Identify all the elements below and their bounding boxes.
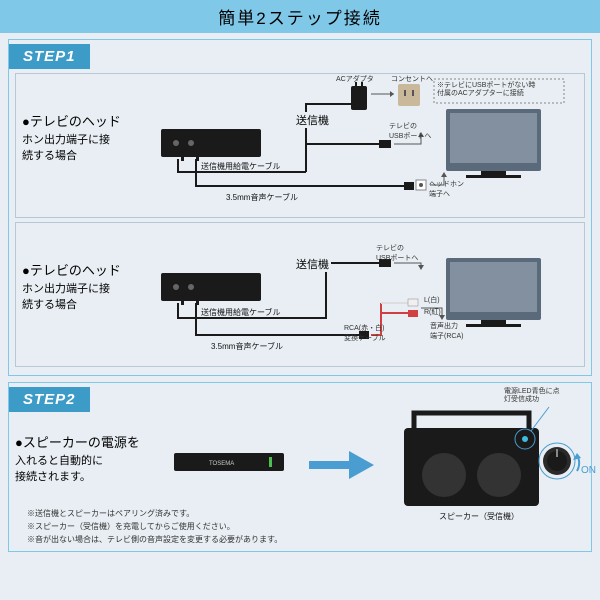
lbl-rcaout: 音声出力 端子(RCA) bbox=[430, 321, 463, 341]
variantA-desc: ●テレビのヘッド ホン出力端子に接 続する場合 bbox=[22, 112, 142, 165]
lbl-speaker: スピーカー（受信機） bbox=[439, 511, 519, 522]
lbl-outlet-A: コンセントへ bbox=[391, 74, 433, 84]
step1-variantA: ●テレビのヘッド ホン出力端子に接 続する場合 bbox=[15, 73, 585, 218]
step2-desc: ●スピーカーの電源を 入れると自動的に 接続されます。 bbox=[15, 433, 155, 486]
variantA-tx-label: 送信機 bbox=[294, 112, 331, 128]
lbl-ac-A: ACアダプタ bbox=[336, 74, 374, 84]
note1: ※送信機とスピーカーはペアリング済みです。 bbox=[27, 508, 282, 519]
lbl-acnote-A: ※テレビにUSBポートがない時 付属のACアダプターに接続 bbox=[437, 82, 535, 99]
lbl-power-cable-B: 送信機用給電ケーブル bbox=[201, 307, 281, 318]
step2-badge: STEP2 bbox=[9, 387, 90, 412]
lbl-led-note: 電源LED青色に点 灯受信成功 bbox=[504, 388, 560, 405]
lbl-rred: R(紅) bbox=[424, 307, 441, 317]
lbl-hp-A: ヘッドホン 端子へ bbox=[429, 179, 464, 199]
lbl-power-cable-A: 送信機用給電ケーブル bbox=[201, 161, 281, 172]
step1-variantB: ●テレビのヘッド ホン出力端子に接 続する場合 bbox=[15, 222, 585, 367]
variantB-tx-label: 送信機 bbox=[294, 256, 331, 272]
note3: ※音が出ない場合は、テレビ側の音声設定を変更する必要があります。 bbox=[27, 534, 282, 545]
lbl-audio-cable-B: 3.5mm音声ケーブル bbox=[211, 341, 283, 352]
lbl-rca-B: RCA(赤・白) 変換ケーブル bbox=[344, 323, 386, 343]
step1-badge: STEP1 bbox=[9, 44, 90, 69]
lbl-lwhite: L(白) bbox=[424, 295, 440, 305]
step2-panel: STEP2 ●スピーカーの電源を 入れると自動的に 接続されます。 TOSEMA bbox=[8, 382, 592, 552]
title-band: 簡単2ステップ接続 bbox=[0, 0, 600, 33]
lbl-usb-A: テレビの USBポートへ bbox=[389, 121, 431, 141]
page-root: 簡単2ステップ接続 STEP1 ●テレビのヘッド ホン出力端子に接 続する場合 bbox=[0, 0, 600, 600]
variantB-desc: ●テレビのヘッド ホン出力端子に接 続する場合 bbox=[22, 261, 142, 314]
lbl-audio-cable-A: 3.5mm音声ケーブル bbox=[226, 192, 298, 203]
step2-diagram: TOSEMA bbox=[169, 393, 589, 523]
step1-panel: STEP1 ●テレビのヘッド ホン出力端子に接 続する場合 bbox=[8, 39, 592, 376]
note2: ※スピーカー（受信機）を充電してからご使用ください。 bbox=[27, 521, 282, 532]
lbl-on: ON bbox=[581, 465, 596, 476]
lbl-usb-B: テレビの USBポートへ bbox=[376, 243, 418, 263]
svg-text:TOSEMA: TOSEMA bbox=[209, 461, 234, 467]
